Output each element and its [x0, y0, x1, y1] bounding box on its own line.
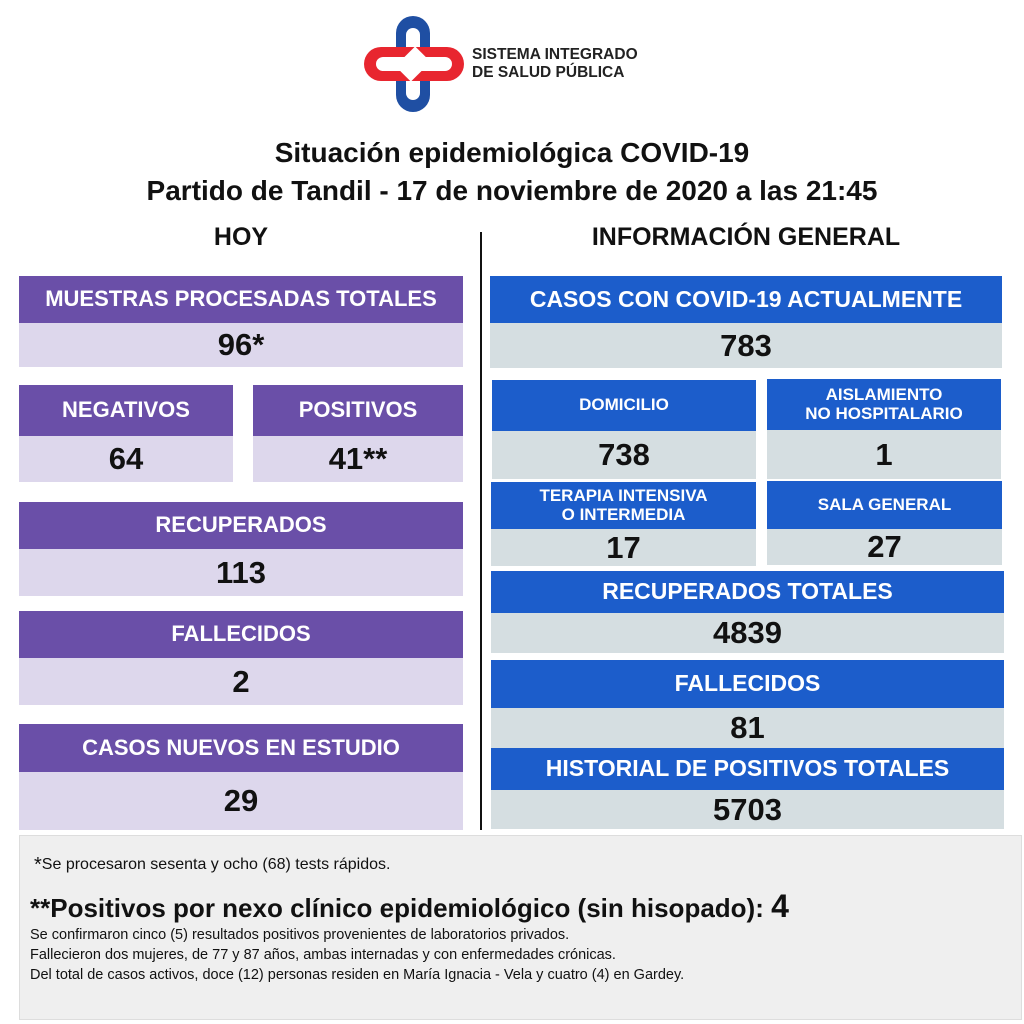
terapia-value: 17 — [491, 529, 756, 566]
fallecidos-general-value: 81 — [491, 708, 1004, 748]
terapia-label-line2: O INTERMEDIA — [561, 504, 686, 524]
footnote-mark: * — [34, 854, 42, 876]
footnote-nexo-text: **Positivos por nexo clínico epidemiológ… — [30, 893, 764, 923]
logo-line1: SISTEMA INTEGRADO — [472, 46, 638, 63]
aislamiento-label: AISLAMIENTO NO HOSPITALARIO — [767, 379, 1001, 430]
muestras-value: 96* — [19, 323, 463, 367]
aislamiento-label-line1: AISLAMIENTO — [825, 384, 943, 404]
footnote-nexo: **Positivos por nexo clínico epidemiológ… — [30, 888, 789, 925]
muestras-label: MUESTRAS PROCESADAS TOTALES — [19, 276, 463, 323]
terapia-label: TERAPIA INTENSIVA O INTERMEDIA — [491, 482, 756, 529]
casos-actuales-value: 783 — [490, 323, 1002, 368]
casos-nuevos-label: CASOS NUEVOS EN ESTUDIO — [19, 724, 463, 772]
fallecidos-general-label: FALLECIDOS — [491, 660, 1004, 708]
recuperados-totales-value: 4839 — [491, 613, 1004, 653]
sala-general-label: SALA GENERAL — [767, 481, 1002, 529]
negativos-label: NEGATIVOS — [19, 385, 233, 436]
footer-line: Se confirmaron cinco (5) resultados posi… — [30, 927, 570, 943]
footer-notes: *Se procesaron sesenta y ocho (68) tests… — [19, 835, 1022, 1020]
footnote-rapid-tests: *Se procesaron sesenta y ocho (68) tests… — [34, 854, 390, 877]
historial-label: HISTORIAL DE POSITIVOS TOTALES — [491, 748, 1004, 790]
title-line2: Partido de Tandil - 17 de noviembre de 2… — [146, 175, 878, 206]
fallecidos-hoy-label: FALLECIDOS — [19, 611, 463, 658]
domicilio-value: 738 — [492, 431, 756, 479]
positivos-value: 41** — [253, 436, 463, 482]
casos-actuales-label: CASOS CON COVID-19 ACTUALMENTE — [490, 276, 1002, 323]
logo-text: SISTEMA INTEGRADO DE SALUD PÚBLICA — [472, 46, 638, 82]
aislamiento-label-line2: NO HOSPITALARIO — [805, 403, 963, 423]
title-line1: Situación epidemiológica COVID-19 — [274, 137, 750, 168]
terapia-label-line1: TERAPIA INTENSIVA — [539, 485, 708, 505]
footer-line: Del total de casos activos, doce (12) pe… — [30, 967, 685, 983]
casos-nuevos-value: 29 — [19, 772, 463, 830]
recuperados-value: 113 — [19, 549, 463, 596]
footer-line: Fallecieron dos mujeres, de 77 y 87 años… — [30, 947, 616, 963]
recuperados-totales-label: RECUPERADOS TOTALES — [491, 571, 1004, 613]
fallecidos-hoy-value: 2 — [19, 658, 463, 705]
footnote-nexo-value: 4 — [771, 888, 789, 924]
sala-general-value: 27 — [767, 529, 1002, 565]
sistema-integrado-logo-icon — [364, 16, 464, 112]
general-heading: INFORMACIÓN GENERAL — [591, 223, 901, 251]
logo-line2: DE SALUD PÚBLICA — [472, 64, 625, 81]
positivos-label: POSITIVOS — [253, 385, 463, 436]
aislamiento-value: 1 — [767, 430, 1001, 479]
domicilio-label: DOMICILIO — [492, 380, 756, 431]
footnote-text: Se procesaron sesenta y ocho (68) tests … — [41, 856, 391, 873]
recuperados-label: RECUPERADOS — [19, 502, 463, 549]
column-divider — [480, 232, 482, 830]
hoy-heading: HOY — [213, 223, 269, 251]
historial-value: 5703 — [491, 790, 1004, 829]
negativos-value: 64 — [19, 436, 233, 482]
